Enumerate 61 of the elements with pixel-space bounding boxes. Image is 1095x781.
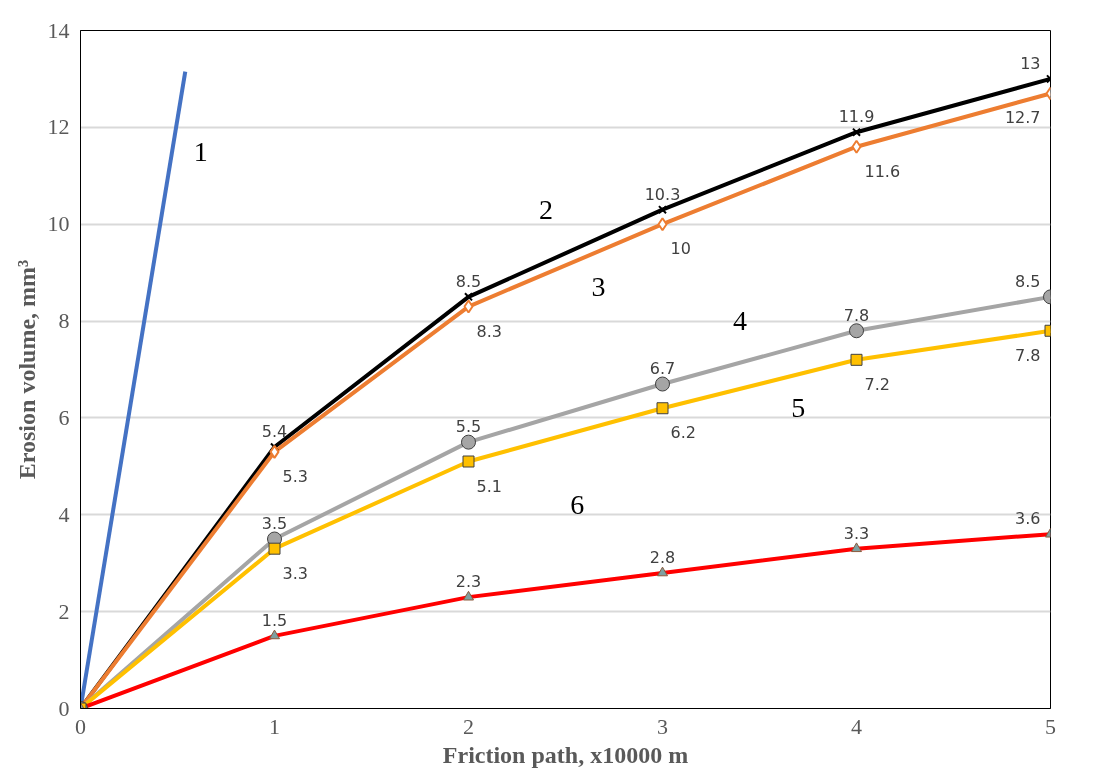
point — [268, 542, 281, 555]
point — [269, 444, 280, 459]
x-tick-label: 2 — [463, 713, 474, 739]
data-label: 7.8 — [1015, 345, 1041, 365]
y-tick-label: 2 — [58, 598, 70, 624]
data-label: 12.7 — [1004, 108, 1041, 128]
data-label: 1.5 — [261, 610, 288, 630]
y-tick-label: 14 — [47, 17, 70, 43]
data-label: 3.3 — [282, 563, 308, 583]
data-label: 11.6 — [864, 161, 901, 181]
point — [849, 323, 864, 339]
data-label: 5.5 — [455, 417, 482, 437]
data-label: 8.5 — [455, 271, 482, 291]
data-label: 11.9 — [838, 107, 875, 127]
x-tick-label: 5 — [1045, 713, 1056, 739]
point — [657, 205, 668, 215]
data-label: 3.6 — [1015, 509, 1041, 529]
annotation: 3 — [591, 271, 606, 303]
data-label: 5.3 — [282, 466, 308, 486]
data-label: 2.3 — [455, 572, 482, 592]
point — [850, 353, 863, 366]
point — [463, 299, 474, 314]
y-tick-label: 12 — [47, 114, 70, 140]
annotation: 5 — [791, 392, 806, 424]
data-label: 8.5 — [1015, 271, 1041, 291]
point — [851, 127, 862, 137]
x-tick-label: 0 — [75, 713, 86, 739]
point — [851, 139, 862, 154]
data-label: 3.5 — [261, 514, 288, 533]
data-label: 7.2 — [864, 374, 890, 394]
x-axis-title: Friction path, x10000 m — [442, 741, 689, 768]
point — [463, 292, 474, 302]
y-tick-label: 8 — [58, 308, 70, 334]
x-tick-label: 4 — [851, 713, 862, 739]
data-label: 8.3 — [476, 321, 502, 341]
data-label: 5.1 — [476, 476, 502, 496]
x-tick-label: 1 — [269, 713, 280, 739]
data-label: 5.4 — [261, 421, 288, 441]
y-tick-label: 10 — [47, 211, 70, 237]
point — [461, 434, 476, 450]
point — [655, 376, 670, 392]
data-label: 13 — [1020, 53, 1041, 73]
annotation: 6 — [570, 489, 585, 521]
point — [657, 217, 668, 232]
data-label: 3.3 — [843, 523, 870, 543]
y-tick-label: 4 — [58, 501, 70, 527]
annotation: 4 — [733, 305, 748, 337]
data-label: 10 — [670, 239, 691, 259]
data-label: 6.2 — [670, 423, 696, 443]
data-label: 2.8 — [649, 547, 676, 567]
y-tick-label: 0 — [58, 695, 70, 721]
x-tick-label: 3 — [657, 713, 668, 739]
annotation: 2 — [539, 193, 554, 225]
y-tick-label: 6 — [58, 404, 70, 430]
annotation: 1 — [193, 135, 208, 167]
data-label: 10.3 — [644, 184, 681, 204]
point — [656, 402, 669, 415]
data-label: 6.7 — [649, 359, 676, 379]
point — [462, 455, 475, 468]
y-axis-title: Erosion volume, mm³ — [13, 259, 40, 480]
data-label: 7.8 — [843, 305, 870, 325]
